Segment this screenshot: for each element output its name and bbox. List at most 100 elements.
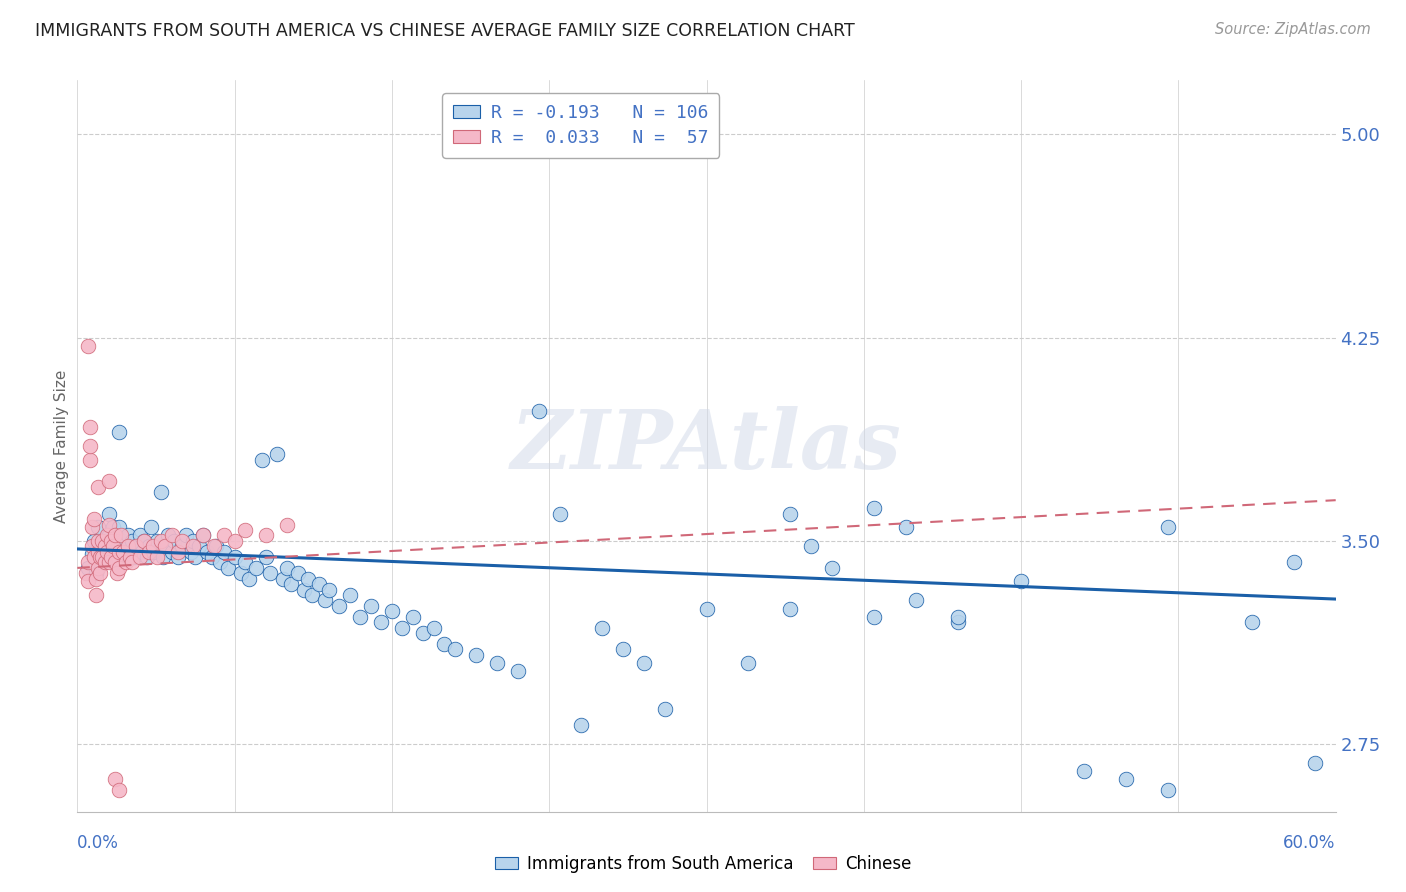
Point [96,544,118,558]
Point [569,718,592,732]
Point [391,620,413,634]
Point [97,517,120,532]
Point [118,544,141,558]
Point [402,609,425,624]
Point [91,550,114,565]
Point [87,561,110,575]
Point [527,404,550,418]
Point [167,550,190,565]
Point [150,533,173,548]
Point [1282,556,1305,570]
Point [180,544,202,558]
Text: ZIPAtlas: ZIPAtlas [510,406,903,486]
Point [117,539,139,553]
Point [217,561,239,575]
Point [287,566,309,581]
Point [108,544,131,558]
Point [779,507,801,521]
Point [204,539,226,553]
Point [894,520,917,534]
Point [83,512,105,526]
Point [104,556,127,570]
Point [229,566,252,581]
Point [129,528,152,542]
Point [112,544,135,558]
Point [110,539,132,553]
Point [181,539,204,553]
Point [108,520,131,534]
Point [117,528,139,542]
Point [292,582,315,597]
Point [612,642,634,657]
Point [122,550,145,565]
Point [146,550,169,565]
Point [591,620,613,634]
Point [110,528,132,542]
Point [100,550,122,565]
Point [104,772,127,787]
Point [266,447,288,461]
Point [188,539,211,553]
Point [224,533,246,548]
Point [97,474,120,488]
Point [191,528,215,542]
Point [108,425,131,440]
Legend: Immigrants from South America, Chinese: Immigrants from South America, Chinese [488,848,918,880]
Point [800,539,823,553]
Point [328,599,350,613]
Point [1157,520,1180,534]
Point [1240,615,1263,629]
Point [108,783,131,797]
Point [1073,764,1095,778]
Point [76,574,98,589]
Point [104,528,127,542]
Point [138,539,160,553]
Point [138,544,160,558]
Point [506,664,529,678]
Point [114,547,136,561]
Point [233,556,256,570]
Point [76,561,98,575]
Point [89,566,111,581]
Point [93,539,115,553]
Point [271,572,294,586]
Point [276,561,298,575]
Point [146,533,169,548]
Point [105,566,128,581]
Point [280,577,302,591]
Point [100,533,122,548]
Point [134,533,156,548]
Point [129,550,152,565]
Point [93,556,115,570]
Point [259,566,281,581]
Point [167,544,190,558]
Point [433,637,456,651]
Point [172,533,194,548]
Point [1010,574,1032,589]
Point [97,507,120,521]
Point [212,528,235,542]
Point [254,550,277,565]
Point [1115,772,1137,787]
Point [87,520,110,534]
Point [548,507,571,521]
Point [349,609,371,624]
Point [948,615,970,629]
Point [76,339,98,353]
Point [118,550,141,565]
Point [444,642,467,657]
Point [485,656,508,670]
Point [245,561,267,575]
Point [160,544,183,558]
Point [821,561,844,575]
Point [121,556,143,570]
Point [381,604,404,618]
Point [208,556,231,570]
Point [360,599,382,613]
Point [155,539,177,553]
Point [76,556,98,570]
Point [212,544,235,558]
Text: 60.0%: 60.0% [1284,834,1336,852]
Point [121,533,143,548]
Point [79,439,101,453]
